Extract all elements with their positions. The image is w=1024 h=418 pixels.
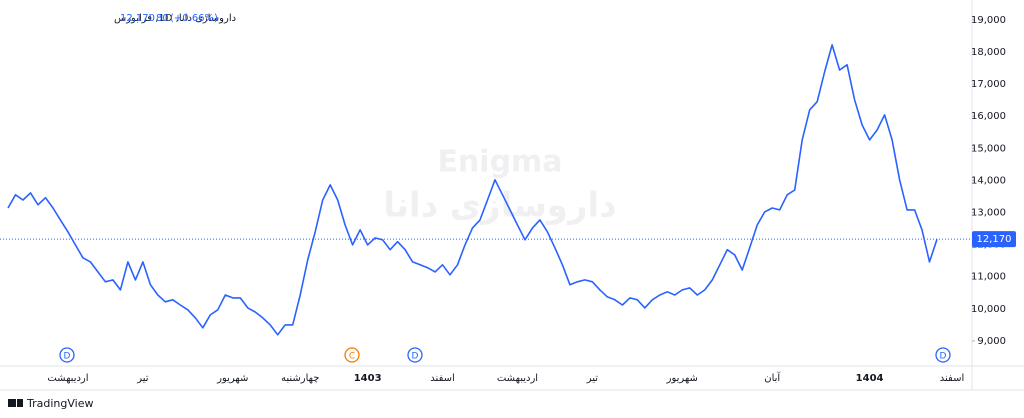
x-tick-label: اسفند [430, 373, 454, 384]
y-tick-label: 18,000 [971, 47, 1006, 58]
x-tick-label: آبان [764, 371, 781, 384]
y-tick-label: 9,000 [977, 336, 1006, 347]
price-label-box [972, 231, 1016, 248]
x-tick-label: اردیبهشت [497, 373, 538, 384]
x-tick-label: شهریور [666, 373, 698, 384]
watermark: Enigma [437, 145, 562, 180]
x-tick-label: شهریور [216, 373, 248, 384]
event-label: C [349, 352, 355, 362]
symbol: داروسازی دانا, 1D, فرابورس [114, 13, 236, 24]
y-tick-label: 13,000 [971, 208, 1006, 219]
event-marker [935, 347, 951, 363]
event-marker [344, 347, 360, 363]
logo [8, 399, 23, 407]
last-price: 12,170 [120, 13, 155, 24]
y-tick-label: 16,000 [971, 111, 1006, 122]
event-label: D [64, 352, 71, 362]
event-label: D [412, 352, 419, 362]
y-tick-label: 14,000 [971, 175, 1006, 186]
y-tick-label: 15,000 [971, 143, 1006, 154]
x-tick-label: 1403 [354, 373, 382, 384]
watermark: داروسازی دانا [383, 186, 616, 226]
price-label: 12,170 [977, 234, 1012, 245]
x-tick-label: 1404 [856, 373, 884, 384]
x-tick-label: چهارشنبه [281, 373, 319, 384]
change-pct: (+0.66%) [170, 13, 218, 24]
brand: TradingView [26, 397, 93, 410]
y-tick-label: 17,000 [971, 79, 1006, 90]
y-tick-label: 10,000 [971, 304, 1006, 315]
x-tick-label: تیر [136, 373, 149, 384]
x-tick-label: اردیبهشت [47, 373, 88, 384]
price-line [7, 44, 938, 336]
x-tick-label: اسفند [940, 373, 964, 384]
y-tick-label: 19,000 [971, 15, 1006, 26]
event-marker [407, 347, 423, 363]
y-tick-label: 11,000 [971, 272, 1006, 283]
event-marker [59, 347, 75, 363]
event-label: D [940, 352, 947, 362]
x-tick-label: تیر [586, 373, 599, 384]
change: 80 [156, 13, 169, 24]
